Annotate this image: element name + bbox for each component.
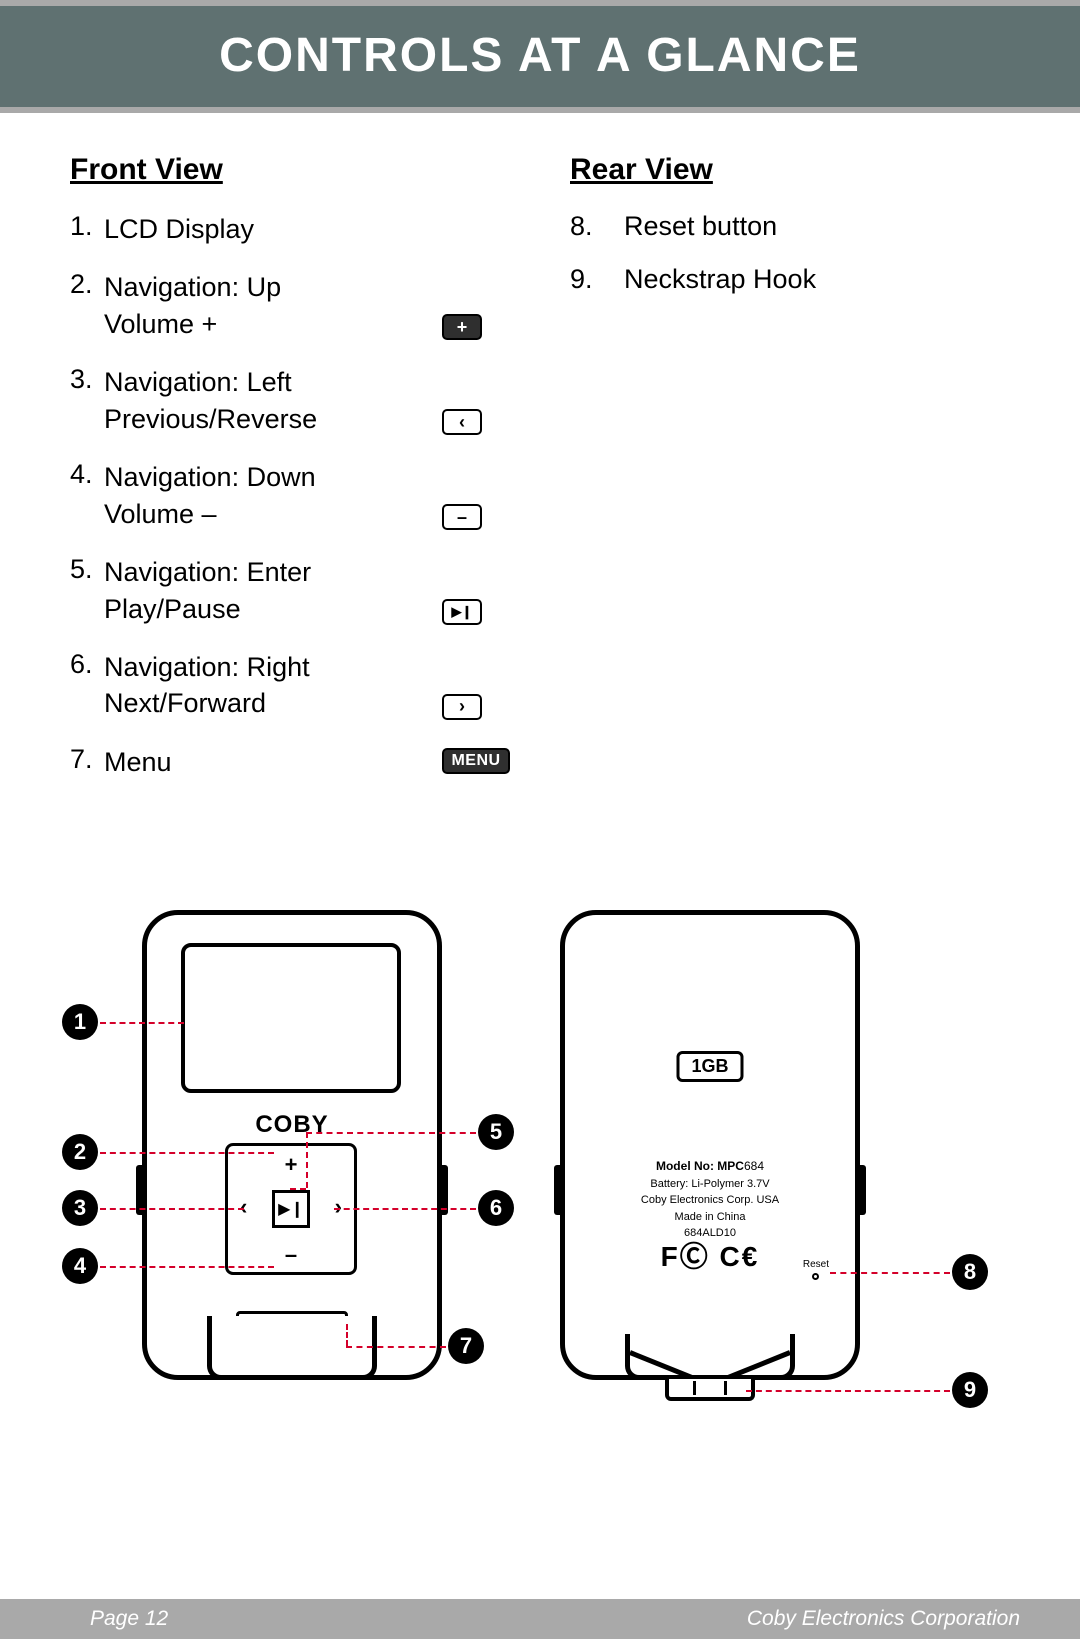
item-number: 9.	[570, 264, 624, 295]
reset-label: Reset	[803, 1259, 829, 1270]
item-number: 5.	[70, 554, 104, 585]
rear-item: 9.Neckstrap Hook	[570, 264, 1010, 295]
front-item: 5.Navigation: EnterPlay/Pause▶❙	[70, 554, 510, 627]
rear-chin-angle-r	[724, 1350, 791, 1381]
leader-9	[746, 1390, 950, 1392]
dpad-center-icon: ▶❙	[272, 1190, 310, 1228]
item-text: Menu	[104, 744, 432, 780]
footer-bar: Page 12 Coby Electronics Corporation	[0, 1599, 1080, 1639]
rear-item: 8.Reset button	[570, 211, 1010, 242]
item-text: Navigation: RightNext/Forward	[104, 649, 432, 722]
item-text: Navigation: LeftPrevious/Reverse	[104, 364, 432, 437]
front-item: 1.LCD Display	[70, 211, 510, 247]
rear-list: 8.Reset button9.Neckstrap Hook	[570, 211, 1010, 295]
dpad-down-icon: –	[228, 1242, 354, 1268]
rear-view-column: Rear View 8.Reset button9.Neckstrap Hook	[570, 153, 1010, 802]
front-view-heading: Front View	[70, 153, 510, 187]
front-list: 1.LCD Display2.Navigation: UpVolume ++3.…	[70, 211, 510, 780]
model-no: 684	[744, 1159, 764, 1173]
model-label: Model No: MPC	[656, 1159, 744, 1173]
header-band: CONTROLS AT A GLANCE	[0, 0, 1080, 113]
item-number: 8.	[570, 211, 624, 242]
device-front: COBY + – ‹ › ▶❙ MENU	[142, 910, 442, 1380]
footer-corp: Coby Electronics Corporation	[747, 1607, 1020, 1631]
callout-7: 7	[448, 1328, 484, 1364]
item-number: 2.	[70, 269, 104, 300]
front-item: 2.Navigation: UpVolume ++	[70, 269, 510, 342]
leader-7b	[346, 1324, 348, 1346]
item-number: 1.	[70, 211, 104, 242]
leader-1	[100, 1022, 184, 1024]
callout-8: 8	[952, 1254, 988, 1290]
front-item: 6.Navigation: RightNext/Forward›	[70, 649, 510, 722]
storage-badge: 1GB	[676, 1051, 743, 1082]
rear-view-heading: Rear View	[570, 153, 1010, 187]
item-text: Reset button	[624, 211, 777, 242]
rear-info-text: Model No: MPC684 Battery: Li-Polymer 3.7…	[565, 1157, 855, 1242]
callout-6: 6	[478, 1190, 514, 1226]
device-rear: 1GB Model No: MPC684 Battery: Li-Polymer…	[560, 910, 860, 1380]
brand-label: COBY	[147, 1111, 437, 1139]
leader-8	[830, 1272, 950, 1274]
neckstrap-hook-icon	[665, 1379, 755, 1401]
item-icon: ‹	[432, 409, 510, 437]
item-icon: ▶❙	[432, 599, 510, 627]
made-text: Made in China	[675, 1211, 746, 1223]
item-icon	[432, 228, 510, 230]
content-columns: Front View 1.LCD Display2.Navigation: Up…	[0, 113, 1080, 802]
item-text: Navigation: UpVolume +	[104, 269, 432, 342]
front-item: 3.Navigation: LeftPrevious/Reverse‹	[70, 364, 510, 437]
dpad-right-icon: ›	[335, 1194, 342, 1220]
leader-5b	[306, 1132, 308, 1188]
item-number: 3.	[70, 364, 104, 395]
reset-hole-icon	[812, 1273, 819, 1280]
leader-3	[100, 1208, 244, 1210]
item-number: 6.	[70, 649, 104, 680]
leader-2	[100, 1152, 274, 1154]
callout-5: 5	[478, 1114, 514, 1150]
callout-4: 4	[62, 1248, 98, 1284]
battery-text: Battery: Li-Polymer 3.7V	[650, 1178, 769, 1190]
diagram-zone: COBY + – ‹ › ▶❙ MENU 1 2 3 4 5 6 7 1GB M…	[0, 910, 1080, 1490]
rear-chin	[625, 1334, 795, 1380]
front-item: 4.Navigation: DownVolume ––	[70, 459, 510, 532]
callout-2: 2	[62, 1134, 98, 1170]
callout-1: 1	[62, 1004, 98, 1040]
leader-4	[100, 1266, 274, 1268]
item-number: 7.	[70, 744, 104, 775]
item-text: Navigation: EnterPlay/Pause	[104, 554, 432, 627]
dpad-left-icon: ‹	[240, 1194, 247, 1220]
item-icon: MENU	[432, 748, 510, 776]
leader-5a	[306, 1132, 476, 1134]
callout-3: 3	[62, 1190, 98, 1226]
corp-text: Coby Electronics Corp. USA	[641, 1194, 779, 1206]
item-text: Navigation: DownVolume –	[104, 459, 432, 532]
leader-7a	[346, 1346, 446, 1348]
dpad-up-icon: +	[228, 1152, 354, 1178]
device-chin	[207, 1316, 377, 1380]
lcd-display-outline	[181, 943, 401, 1093]
page-title: CONTROLS AT A GLANCE	[0, 28, 1080, 83]
leader-5c	[290, 1188, 306, 1190]
item-icon: –	[432, 504, 510, 532]
item-icon: ›	[432, 694, 510, 722]
item-number: 4.	[70, 459, 104, 490]
leader-6	[334, 1208, 476, 1210]
item-text: LCD Display	[104, 211, 432, 247]
item-text: Neckstrap Hook	[624, 264, 816, 295]
item-icon: +	[432, 314, 510, 342]
front-view-column: Front View 1.LCD Display2.Navigation: Up…	[70, 153, 510, 802]
callout-9: 9	[952, 1372, 988, 1408]
front-item: 7.MenuMENU	[70, 744, 510, 780]
page-number: Page 12	[90, 1607, 168, 1631]
rear-chin-angle-l	[629, 1350, 696, 1381]
